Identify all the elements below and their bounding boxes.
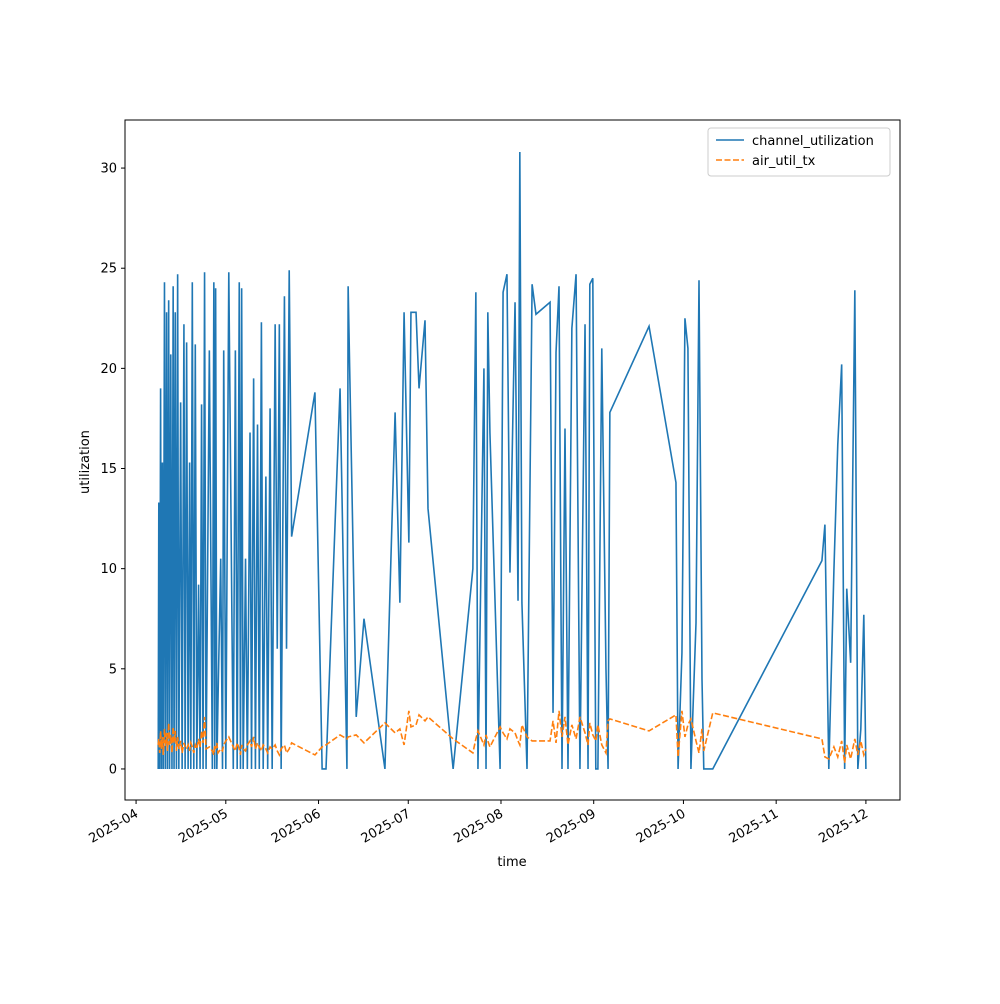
y-tick-label: 15	[100, 462, 117, 477]
y-tick-label: 0	[109, 762, 117, 777]
y-axis-label: utilization	[78, 430, 93, 494]
legend-label: air_util_tx	[752, 154, 816, 169]
y-tick-label: 20	[100, 362, 117, 377]
y-tick-label: 25	[100, 262, 117, 277]
series-line	[157, 710, 867, 764]
y-tick-label: 5	[109, 662, 117, 677]
legend-box	[707, 127, 891, 177]
series-line	[157, 152, 867, 770]
axes-frame	[124, 119, 901, 801]
legend-label: channel_utilization	[752, 134, 874, 149]
y-tick-label: 10	[100, 562, 117, 577]
x-axis-label: time	[497, 855, 526, 870]
y-tick-label: 30	[100, 162, 117, 177]
